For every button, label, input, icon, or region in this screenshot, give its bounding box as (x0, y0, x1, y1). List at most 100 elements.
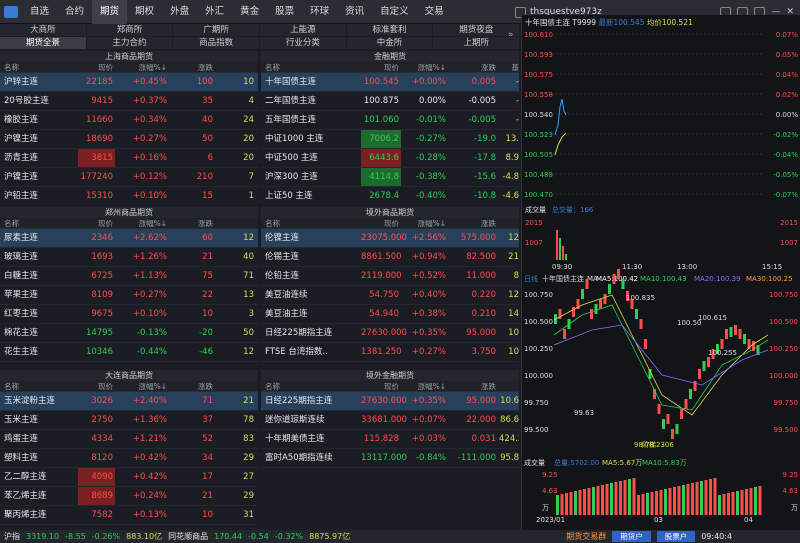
table-row[interactable]: 玉米淀粉主连 3026 +2.40% 71 21 (0, 392, 258, 411)
futures-group-link[interactable]: 期货交易群 (566, 532, 607, 541)
table-row[interactable]: 鸡蛋主连 4334 +1.21% 52 83 (0, 430, 258, 449)
col-header[interactable]: 现价 (384, 382, 399, 391)
close-button[interactable]: ✕ (786, 7, 794, 17)
table-row[interactable]: 沥青主连 3815 +0.16% 6 20 (0, 149, 258, 168)
table-row[interactable]: 苯乙烯主连 8689 +0.24% 21 29 (0, 487, 258, 506)
col-header[interactable]: 涨跌 (198, 63, 213, 72)
table-row[interactable]: 白糖主连 6725 +1.13% 75 71 (0, 267, 258, 286)
minimize-button[interactable]: — (771, 7, 781, 17)
table-row[interactable]: 塑料主连 8120 +0.42% 34 29 (0, 449, 258, 468)
table-row[interactable]: 橡胶主连 11660 +0.34% 40 24 (0, 111, 258, 130)
table-row[interactable]: 乙二醇主连 4090 +0.42% 17 27 (0, 468, 258, 487)
col-header[interactable]: 涨幅%↓ (138, 219, 167, 228)
nav-tab-5[interactable]: 外汇 (205, 5, 225, 17)
col-header[interactable]: 名称 (4, 219, 19, 228)
col-header[interactable]: 现价 (384, 219, 399, 228)
table-row[interactable]: 日经225期指主连 27630.000 +0.35% 95.000 10 (261, 324, 519, 343)
table-row[interactable]: 美豆油主连 54.940 +0.38% 0.210 14 (261, 305, 519, 324)
col-header[interactable]: 涨幅%↓ (138, 382, 167, 391)
col-header[interactable]: 现价 (384, 63, 399, 72)
col-header[interactable] (499, 218, 519, 228)
table-row[interactable]: 二年国债主连 100.875 0.00% -0.005 - (261, 92, 519, 111)
table-row[interactable]: 沪镍主连 18690 +0.27% 50 20 (0, 130, 258, 149)
table-row[interactable]: 沪锌主连 22185 +0.45% 100 10 (0, 73, 258, 92)
table-row[interactable]: 苹果主连 8109 +0.27% 22 13 (0, 286, 258, 305)
col-header[interactable]: 名称 (4, 382, 19, 391)
table-row[interactable]: 中证500 主连 6443.6 -0.28% -17.8 8.9 (261, 149, 519, 168)
col-header[interactable]: 名称 (4, 63, 19, 72)
table-row[interactable]: 玻璃主连 1693 +1.26% 21 40 (0, 248, 258, 267)
col-header[interactable]: 涨跌 (481, 382, 496, 391)
table-row[interactable]: 沪深300 主连 4114.8 -0.38% -15.6 -4.8 (261, 168, 519, 187)
col-header[interactable]: 涨跌 (198, 219, 213, 228)
nav-tab-6[interactable]: 黄金 (240, 5, 260, 17)
right-chart-panel[interactable]: 十年国债主连 T9999 最新100.545 均价100.521 100.610… (521, 15, 800, 530)
col-header[interactable]: 涨幅%↓ (417, 63, 446, 72)
col-header[interactable]: 涨幅%↓ (417, 219, 446, 228)
table-row[interactable]: 美豆油连续 54.750 +0.40% 0.220 12 (261, 286, 519, 305)
table-row[interactable]: 五年国债主连 101.060 -0.01% -0.005 - (261, 111, 519, 130)
subnav-row2-5[interactable]: 上期所 (433, 37, 521, 50)
table-row[interactable]: 上证50 主连 2678.4 -0.40% -10.8 -4.6 (261, 187, 519, 201)
subnav-row2-0[interactable]: 期货全景 (0, 37, 87, 50)
nav-tab-8[interactable]: 环球 (310, 5, 330, 17)
subnav-row1-5[interactable]: 期货夜盘 (433, 24, 521, 37)
col-header[interactable]: 名称 (265, 219, 280, 228)
table-row[interactable]: 沪镍主连 177240 +0.12% 210 7 (0, 168, 258, 187)
col-header[interactable]: 涨跌 (198, 382, 213, 391)
col-header[interactable]: 涨跌 (481, 219, 496, 228)
subnav-row1-3[interactable]: 上能源 (260, 24, 347, 37)
col-header[interactable]: 基 (511, 63, 520, 72)
subnav-row2-4[interactable]: 中金所 (346, 37, 434, 50)
col-header[interactable]: 现价 (98, 382, 113, 391)
subnav-row1-2[interactable]: 广期所 (173, 24, 261, 37)
table-row[interactable]: 棉花主连 14795 -0.13% -20 50 (0, 324, 258, 343)
table-row[interactable]: 十年国债主连 100.545 +0.00% 0.005 - (261, 73, 519, 92)
col-header[interactable] (499, 381, 519, 391)
table-row[interactable]: 迷你道琼斯连续 33681.000 +0.07% 22.000 86.6 (261, 411, 519, 430)
nav-tab-3[interactable]: 期权 (135, 5, 155, 17)
col-header[interactable]: 涨幅%↓ (138, 63, 167, 72)
chevron-right-icon[interactable]: » (508, 30, 514, 40)
stock-account-button[interactable]: 股票户 (656, 531, 696, 542)
table-row[interactable]: 聚丙烯主连 7582 +0.13% 10 31 (0, 506, 258, 525)
subnav-row2-3[interactable]: 行业分类 (260, 37, 347, 50)
col-header[interactable] (216, 62, 256, 72)
subnav-row1-4[interactable]: 标准套利 (346, 24, 434, 37)
table-row[interactable]: 中证1000 主连 7006.2 -0.27% -19.0 13. (261, 130, 519, 149)
nav-tab-0[interactable]: 自选 (30, 5, 50, 17)
user-name[interactable]: thsguestve973z (530, 7, 602, 17)
subnav-row2-1[interactable]: 主力合约 (86, 37, 174, 50)
table-row[interactable]: 红枣主连 9675 +0.10% 10 3 (0, 305, 258, 324)
table-row[interactable]: 富时A50期指连续 13117.000 -0.84% -111.000 95.8 (261, 449, 519, 468)
subnav-row2-2[interactable]: 商品指数 (173, 37, 261, 50)
futures-account-button[interactable]: 期货户 (612, 531, 651, 542)
nav-tab-1[interactable]: 合约 (65, 5, 85, 17)
nav-tab-10[interactable]: 自定义 (380, 5, 409, 17)
subnav-row1-1[interactable]: 郑商所 (86, 24, 174, 37)
nav-tab-2[interactable]: 期货 (92, 0, 128, 24)
nav-tab-9[interactable]: 资讯 (345, 5, 365, 17)
table-row[interactable]: 玉米主连 2750 +1.36% 37 78 (0, 411, 258, 430)
col-header[interactable] (216, 218, 256, 228)
table-row[interactable]: 花生主连 10346 -0.44% -46 12 (0, 343, 258, 362)
table-row[interactable]: 伦铅主连 2119.000 +0.52% 11.000 8 (261, 267, 519, 286)
nav-tab-7[interactable]: 股票 (275, 5, 295, 17)
table-row[interactable]: 伦镍主连 23075.000 +2.56% 575.000 12 (261, 229, 519, 248)
col-header[interactable]: 名称 (265, 382, 280, 391)
table-row[interactable]: 20号胶主连 9415 +0.37% 35 4 (0, 92, 258, 111)
col-header[interactable]: 现价 (98, 219, 113, 228)
nav-tab-4[interactable]: 外盘 (170, 5, 190, 17)
table-row[interactable]: 伦锡主连 8861.500 +0.94% 82.500 21 (261, 248, 519, 267)
subnav-row1-0[interactable]: 大商所 (0, 24, 87, 37)
user-box[interactable]: thsguestve973z (515, 0, 602, 24)
col-header[interactable]: 涨跌 (481, 63, 496, 72)
col-header[interactable]: 涨幅%↓ (417, 382, 446, 391)
col-header[interactable]: 名称 (265, 63, 280, 72)
col-header[interactable] (216, 381, 256, 391)
table-row[interactable]: FTSE 台湾指数.. 1381.250 +0.27% 3.750 10 (261, 343, 519, 362)
table-row[interactable]: 沪铅主连 15310 +0.10% 15 1 (0, 187, 258, 201)
table-row[interactable]: 尿素主连 2346 +2.62% 60 12 (0, 229, 258, 248)
col-header[interactable]: 现价 (98, 63, 113, 72)
